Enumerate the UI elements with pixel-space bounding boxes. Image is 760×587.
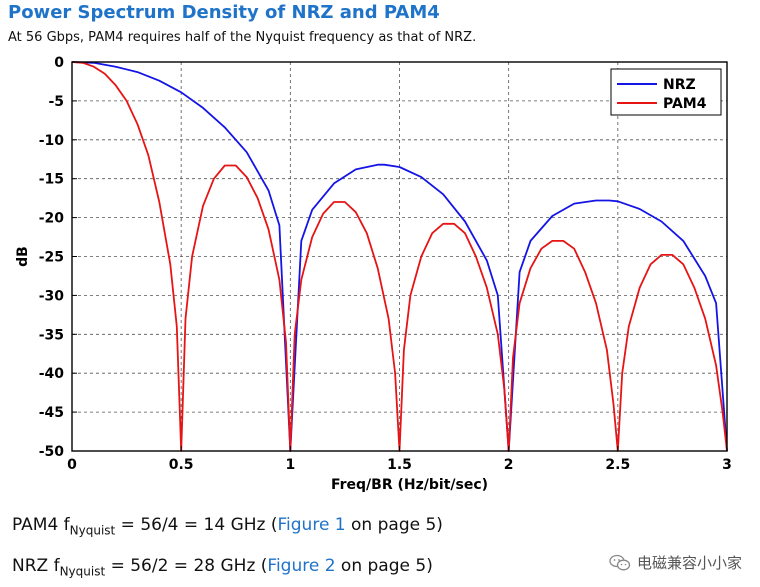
chart-title: Power Spectrum Density of NRZ and PAM4 <box>8 2 440 23</box>
x-tick-label: 2 <box>504 457 514 473</box>
x-tick-label: 0.5 <box>169 457 194 473</box>
legend-label-pam4: PAM4 <box>663 96 707 112</box>
x-tick-label: 1 <box>285 457 295 473</box>
pam4-note-suffix: on page 5) <box>345 515 443 535</box>
series-line-pam4 <box>71 61 728 452</box>
y-tick-label: -35 <box>39 327 64 343</box>
y-tick-label: -40 <box>39 366 65 382</box>
nrz-note-sub: Nyquist <box>59 564 106 579</box>
x-tick-label: 3 <box>722 457 732 473</box>
figure-1-link[interactable]: Figure 1 <box>277 515 346 535</box>
y-axis-label: dB <box>15 246 31 267</box>
watermark-text: 电磁兼容小小家 <box>636 554 742 572</box>
y-tick-label: -5 <box>48 94 64 110</box>
pam4-nyquist-note: PAM4 fNyquist = 56/4 = 14 GHz (Figure 1 … <box>12 515 443 537</box>
legend-label-nrz: NRZ <box>663 77 696 93</box>
nrz-note-mid: = 56/2 = 28 GHz ( <box>105 556 268 576</box>
legend-box <box>610 68 722 116</box>
figure-2-link[interactable]: Figure 2 <box>267 556 336 576</box>
pam4-note-mid: = 56/4 = 14 GHz ( <box>115 515 278 535</box>
y-tick-label: -30 <box>39 288 65 304</box>
y-tick-label: 0 <box>54 55 64 71</box>
x-tick-label: 0 <box>67 457 77 473</box>
chart-subtitle: At 56 Gbps, PAM4 requires half of the Ny… <box>8 30 477 45</box>
y-tick-label: -25 <box>39 250 64 266</box>
y-tick-label: -20 <box>39 211 65 227</box>
pam4-note-prefix: PAM4 f <box>12 515 70 535</box>
y-tick-label: -15 <box>39 172 64 188</box>
psd-chart: 0-5-10-15-20-25-30-35-40-45-500 0.5 1 1.5 2 2… <box>15 55 732 493</box>
nrz-nyquist-note: NRZ fNyquist = 56/2 = 28 GHz (Figure 2 o… <box>12 556 433 578</box>
wechat-icon <box>609 554 631 570</box>
nrz-note-prefix: NRZ f <box>12 556 60 576</box>
pam4-note-sub: Nyquist <box>69 523 116 538</box>
nrz-note-suffix: on page 5) <box>335 556 433 576</box>
series-line-nrz <box>71 61 728 452</box>
y-tick-label: -45 <box>39 405 64 421</box>
y-tick-label: -10 <box>39 133 65 149</box>
y-tick-label: -50 <box>39 444 65 460</box>
x-axis-label: Freq/BR (Hz/bit/sec) <box>331 477 488 493</box>
x-tick-label: 1.5 <box>387 457 412 473</box>
x-tick-label: 2.5 <box>605 457 630 473</box>
watermark: 电磁兼容小小家 <box>609 552 742 573</box>
